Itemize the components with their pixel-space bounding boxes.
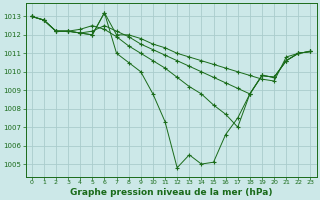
X-axis label: Graphe pression niveau de la mer (hPa): Graphe pression niveau de la mer (hPa) xyxy=(70,188,272,197)
